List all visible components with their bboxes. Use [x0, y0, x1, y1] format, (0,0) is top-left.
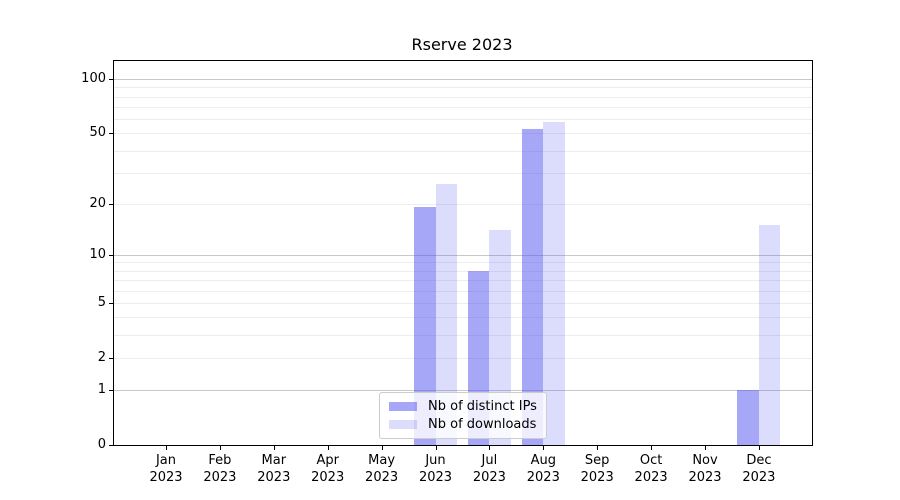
y-tick-label-50: 50	[89, 125, 106, 141]
gridline-minor-7	[114, 280, 812, 282]
y-tick-label-100: 100	[81, 71, 106, 86]
bar-distinct-ips-dec-2023	[737, 390, 759, 445]
gridline-minor-20	[114, 203, 812, 205]
bar-distinct-ips-jun-2023	[414, 207, 436, 445]
legend-swatch-distinct-ips	[389, 402, 417, 411]
gridline-major-1	[114, 390, 812, 391]
gridline-minor-3	[114, 335, 812, 337]
legend-label-downloads: Nb of downloads	[428, 417, 537, 432]
x-tick-label-jul-2023: Jul 2023	[472, 453, 506, 485]
x-tick-mark-jan-2023	[166, 446, 167, 450]
gridline-minor-90	[114, 87, 812, 89]
y-tick-label-5: 5	[97, 294, 106, 310]
legend-label-distinct-ips: Nb of distinct IPs	[428, 399, 537, 414]
gridline-minor-4	[114, 317, 812, 319]
gridline-minor-5	[114, 302, 812, 304]
x-tick-label-nov-2023: Nov 2023	[688, 453, 722, 485]
bar-downloads-jun-2023	[435, 183, 457, 445]
x-tick-label-apr-2023: Apr 2023	[311, 453, 345, 485]
x-tick-label-dec-2023: Dec 2023	[742, 453, 776, 485]
x-tick-label-aug-2023: Aug 2023	[526, 453, 560, 485]
legend-item-downloads: Nb of downloads	[389, 417, 537, 432]
x-tick-mark-jul-2023	[489, 446, 491, 450]
bar-downloads-aug-2023	[543, 121, 565, 445]
y-tick-label-1: 1	[97, 382, 106, 397]
x-tick-mark-jun-2023	[435, 446, 437, 450]
x-tick-mark-oct-2023	[651, 446, 653, 450]
x-tick-mark-feb-2023	[219, 446, 221, 450]
y-tick-mark-10	[109, 254, 113, 256]
gridline-minor-30	[114, 172, 812, 174]
x-tick-label-jun-2023: Jun 2023	[418, 453, 453, 485]
y-tick-mark-50	[109, 133, 113, 135]
x-tick-mark-mar-2023	[273, 446, 275, 450]
gridline-minor-60	[114, 119, 812, 120]
x-tick-mark-apr-2023	[327, 446, 329, 450]
legend-item-distinct-ips: Nb of distinct IPs	[389, 399, 537, 414]
gridline-minor-6	[114, 290, 812, 292]
y-tick-mark-1	[109, 390, 113, 391]
x-tick-label-jan-2023: Jan 2023	[149, 453, 183, 485]
y-tick-mark-100	[109, 79, 113, 80]
legend-swatch-downloads	[389, 420, 417, 429]
chart-title: Rserve 2023	[411, 35, 513, 54]
x-tick-mark-dec-2023	[758, 446, 760, 450]
x-tick-mark-nov-2023	[705, 446, 706, 450]
gridline-minor-40	[114, 150, 812, 152]
y-tick-mark-0	[109, 445, 113, 446]
y-tick-mark-5	[109, 302, 113, 304]
bar-downloads-jul-2023	[489, 230, 511, 445]
plot-area: Nb of distinct IPs Nb of downloads	[113, 60, 813, 446]
y-tick-mark-2	[109, 357, 113, 359]
y-tick-label-0: 0	[97, 437, 106, 452]
x-tick-label-feb-2023: Feb 2023	[203, 453, 237, 485]
y-tick-label-10: 10	[89, 246, 106, 262]
gridline-major-10	[114, 254, 812, 256]
gridline-minor-8	[114, 270, 812, 272]
x-tick-mark-sep-2023	[597, 446, 599, 450]
x-tick-label-oct-2023: Oct 2023	[634, 453, 668, 485]
gridline-minor-50	[114, 133, 812, 135]
gridline-minor-80	[114, 96, 812, 98]
x-tick-mark-aug-2023	[543, 446, 545, 450]
gridline-minor-2	[114, 357, 812, 359]
bar-downloads-dec-2023	[758, 225, 781, 445]
legend: Nb of distinct IPs Nb of downloads	[379, 392, 547, 439]
gridline-minor-9	[114, 262, 812, 264]
gridline-minor-70	[114, 107, 812, 108]
bar-distinct-ips-aug-2023	[521, 128, 544, 445]
x-tick-mark-may-2023	[381, 446, 383, 450]
x-tick-label-may-2023: May 2023	[365, 453, 399, 485]
gridline-major-100	[114, 79, 812, 80]
y-tick-label-2: 2	[97, 349, 106, 365]
x-tick-label-mar-2023: Mar 2023	[257, 453, 291, 485]
y-tick-label-20: 20	[89, 195, 106, 211]
x-tick-label-sep-2023: Sep 2023	[580, 453, 614, 485]
y-tick-mark-20	[109, 203, 113, 205]
